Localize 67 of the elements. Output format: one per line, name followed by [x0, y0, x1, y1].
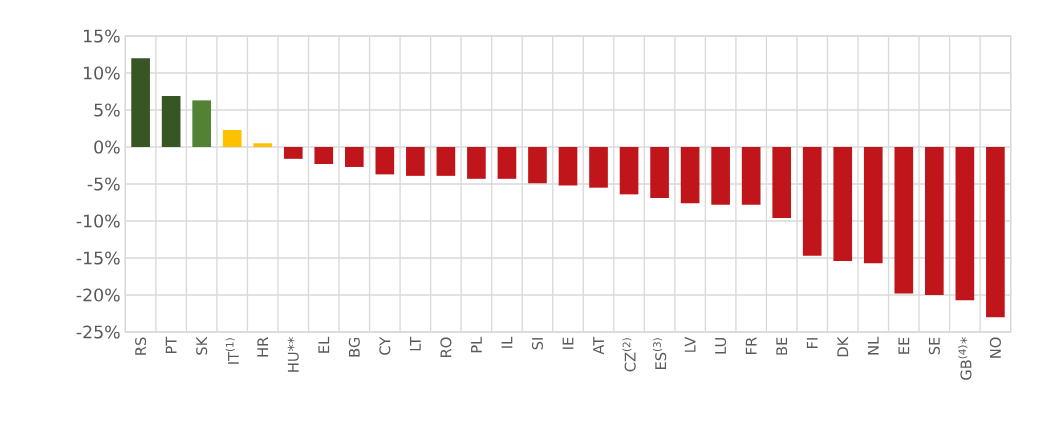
bar [344, 146, 364, 167]
x-tick-label: FI [806, 338, 818, 349]
bar [467, 146, 486, 179]
bar [314, 146, 334, 165]
bar [925, 146, 944, 295]
x-tick-label: CY [379, 336, 391, 355]
y-tick-label: -10% [76, 214, 120, 228]
bar [253, 143, 273, 147]
x-tick-label: NL [867, 336, 879, 355]
x-tick-label: ES$^{(3)}$ [652, 338, 667, 370]
bar [161, 95, 181, 147]
bar [986, 146, 1005, 318]
x-tick-label: PT [165, 336, 177, 354]
x-tick-label: EL [318, 336, 330, 353]
y-tick-label: -25% [76, 325, 120, 339]
bar [192, 100, 211, 147]
x-tick-label: SE [928, 337, 940, 355]
bar [863, 146, 883, 264]
y-tick-label: 0% [94, 140, 120, 154]
x-tick-label: GB$^{(4)}$* [958, 337, 972, 380]
x-tick-label: HR [257, 337, 269, 357]
bar [894, 146, 914, 294]
bar [802, 146, 822, 256]
x-tick-label: IT$^{(1)}$ [225, 338, 239, 364]
x-tick-label: SI [531, 338, 544, 350]
x-tick-label: BE [776, 337, 788, 355]
x-tick-label: FR [745, 337, 757, 354]
bar [375, 146, 395, 175]
bar [589, 146, 608, 188]
bar [741, 146, 761, 205]
bar [222, 129, 242, 147]
x-tick-label: LT [410, 336, 421, 351]
x-tick-label: IE [562, 337, 574, 349]
x-tick-label: HU** [287, 337, 299, 372]
bar [558, 146, 578, 186]
x-tick-label: EE [898, 337, 910, 354]
x-tick-label: DK [837, 336, 849, 357]
x-tick-label: IL [501, 336, 513, 348]
bar [497, 146, 517, 179]
x-tick-label: PL [471, 336, 482, 353]
bar [406, 146, 425, 176]
x-tick-label: LV [684, 336, 696, 352]
bar [955, 146, 975, 301]
x-tick-label: AT [593, 336, 604, 355]
bar [711, 146, 730, 205]
bar [283, 146, 303, 159]
y-tick-label: -20% [76, 288, 120, 302]
bar [772, 146, 792, 219]
x-tick-label: BG [348, 337, 360, 357]
bar [436, 146, 456, 176]
x-tick-label: SK [196, 336, 208, 355]
bar [650, 146, 669, 199]
y-tick-label: -15% [76, 251, 120, 265]
x-tick-label: LU [715, 337, 727, 354]
x-tick-label: RO [440, 337, 452, 357]
y-tick-label: -5% [87, 177, 120, 191]
bar [619, 146, 639, 195]
x-tick-label: RS [135, 337, 147, 355]
y-tick-label: 15% [84, 29, 120, 43]
y-tick-label: 10% [84, 66, 120, 80]
x-tick-label: CZ$^{(2)}$ [622, 338, 636, 372]
bar [833, 146, 853, 261]
x-tick-label: NO [989, 337, 1001, 358]
bar [131, 58, 150, 147]
bar [680, 146, 700, 204]
y-tick-label: 5% [94, 103, 120, 117]
bar [528, 146, 547, 184]
